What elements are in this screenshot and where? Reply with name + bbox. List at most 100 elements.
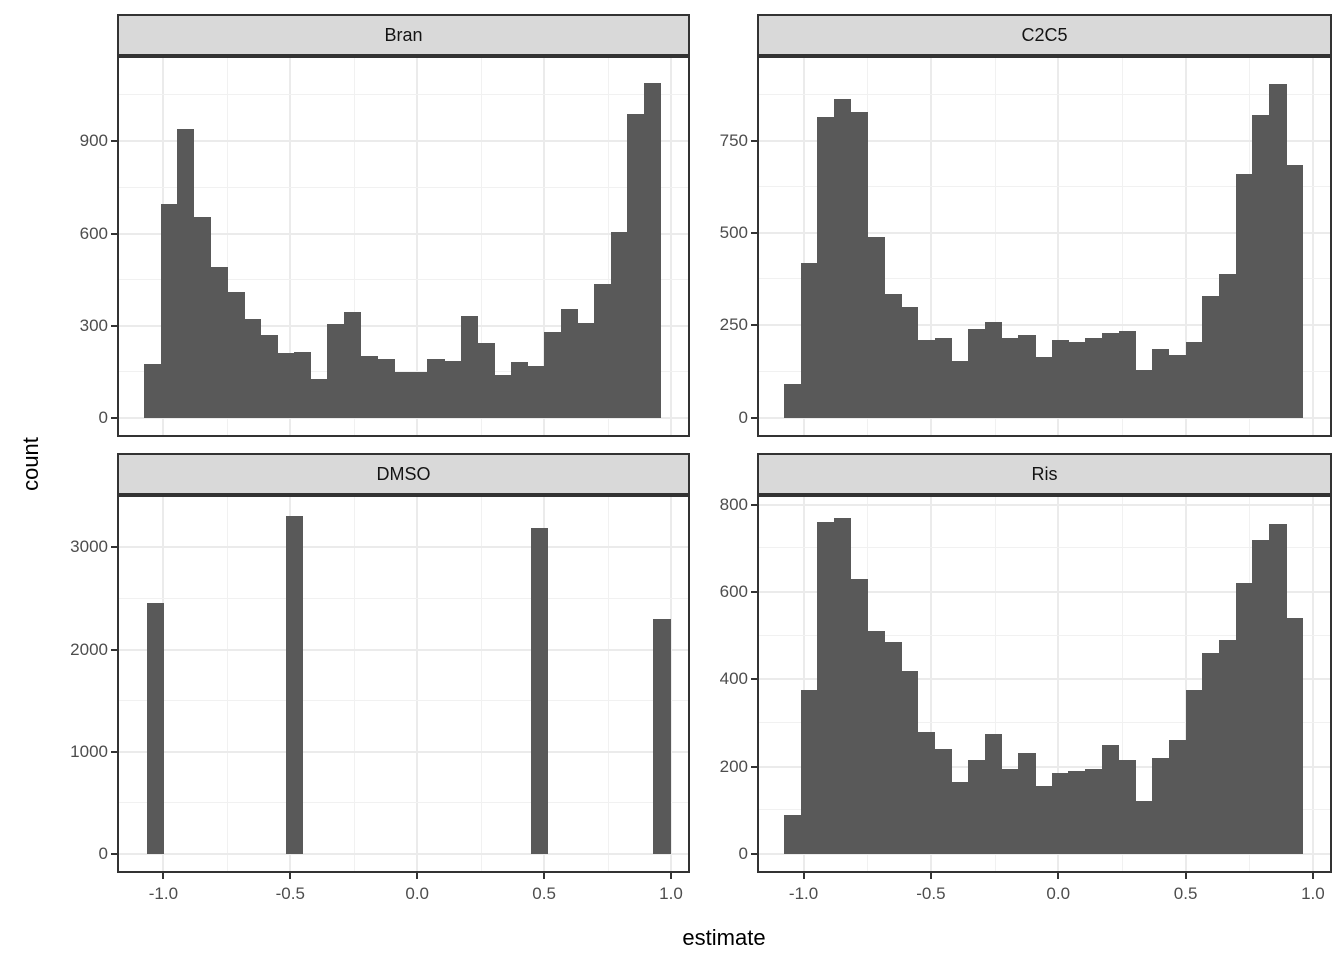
y-axis-tick-mark (751, 678, 757, 681)
histogram-bar (867, 236, 885, 418)
x-tick-label: -1.0 (788, 884, 819, 903)
gridline-y-minor (119, 370, 688, 372)
histogram-bar (460, 316, 478, 418)
gridline-y-major (759, 852, 1330, 855)
y-axis-tick-mark (751, 591, 757, 594)
histogram-bar (1202, 653, 1220, 854)
histogram-bar (934, 338, 952, 418)
gridline-y-major (119, 546, 688, 549)
histogram-bar (1101, 744, 1120, 854)
facet-strip-label: Ris (1031, 463, 1058, 484)
x-axis-tick-mark (289, 873, 292, 879)
y-axis-tick-mark (111, 416, 117, 419)
y-axis-tick-mark (751, 232, 757, 235)
histogram-bar (1068, 770, 1086, 854)
histogram-bar (527, 365, 545, 418)
histogram-bar (1235, 174, 1254, 418)
histogram-bar (1235, 583, 1254, 854)
x-axis-tick-mark (802, 873, 805, 879)
gridline-x-major (669, 58, 672, 435)
y-axis-tick-mark (111, 324, 117, 327)
histogram-bar (834, 98, 852, 418)
y-axis-tick-mark (111, 232, 117, 235)
histogram-bar (1135, 369, 1153, 418)
gridline-y-minor (119, 278, 688, 280)
facet-strip-ris: Ris (757, 453, 1332, 495)
histogram-bar (360, 356, 378, 418)
histogram-bar (1001, 768, 1019, 854)
y-tick-label: 400 (719, 669, 748, 689)
histogram-bar (917, 731, 936, 854)
histogram-bar (1001, 338, 1019, 418)
histogram-bar (1018, 753, 1036, 854)
gridline-x-major (1184, 497, 1187, 871)
x-axis-tick-mark (929, 873, 932, 879)
histogram-bar (327, 324, 345, 418)
histogram-bar (146, 602, 164, 854)
histogram-bar (577, 322, 595, 418)
facet-strip-label: DMSO (376, 463, 431, 484)
histogram-bar (343, 311, 362, 418)
histogram-bar (427, 359, 445, 418)
histogram-bar (444, 360, 462, 418)
x-tick-label: 0.5 (1173, 884, 1198, 903)
x-tick-label: -0.5 (916, 884, 946, 903)
histogram-bar (867, 631, 885, 854)
gridline-x-minor (226, 497, 228, 871)
gridline-x-major (929, 58, 932, 435)
histogram-bar (1285, 165, 1304, 418)
x-tick-label: -1.0 (148, 884, 179, 903)
facet-panel-c2c5 (757, 56, 1332, 437)
histogram-bar (1219, 640, 1237, 854)
histogram-bar (177, 129, 195, 418)
gridline-x-major (416, 58, 419, 435)
histogram-bar (1051, 340, 1069, 418)
gridline-y-major (119, 140, 688, 143)
histogram-bar (1219, 273, 1237, 418)
gridline-x-major (1184, 58, 1187, 435)
gridline-y-minor (119, 94, 688, 96)
histogram-bar (1285, 618, 1304, 854)
y-tick-label: 800 (719, 494, 748, 514)
gridline-y-minor (759, 634, 1330, 636)
histogram-bar (1168, 354, 1187, 418)
y-axis-tick-mark (111, 750, 117, 753)
gridline-x-major (929, 497, 932, 871)
x-axis-tick-mark (1311, 873, 1314, 879)
gridline-x-minor (353, 497, 355, 871)
histogram-bar (901, 307, 919, 418)
gridline-x-major (802, 497, 805, 871)
y-axis-tick-mark (751, 139, 757, 142)
gridline-y-major (759, 140, 1330, 142)
gridline-x-minor (994, 497, 996, 871)
gridline-x-minor (480, 497, 482, 871)
y-tick-label: 2000 (70, 639, 108, 659)
histogram-bar (1101, 332, 1120, 418)
histogram-bar (377, 359, 395, 418)
y-axis-title: count (18, 437, 43, 491)
y-axis-tick-mark (751, 765, 757, 768)
histogram-bar (1034, 356, 1053, 418)
gridline-x-major (289, 58, 292, 435)
gridline-y-major (759, 324, 1330, 327)
y-tick-label: 900 (79, 131, 108, 151)
x-tick-label: 0.0 (405, 884, 430, 903)
x-axis-tick-mark (669, 873, 672, 879)
y-tick-label: 1000 (70, 741, 108, 761)
gridline-y-major (119, 648, 688, 651)
histogram-bar (1168, 740, 1187, 854)
gridline-x-minor (1121, 497, 1123, 871)
gridline-x-minor (994, 58, 996, 435)
y-axis-tick-mark (111, 648, 117, 651)
gridline-x-minor (226, 58, 228, 435)
gridline-x-major (416, 497, 419, 871)
gridline-y-major (119, 232, 688, 235)
gridline-x-major (802, 58, 805, 435)
histogram-bar (901, 670, 919, 854)
histogram-bar (494, 374, 512, 418)
histogram-bar (530, 528, 549, 854)
gridline-y-major (119, 750, 688, 753)
histogram-bar (1185, 690, 1203, 854)
y-tick-label: 600 (719, 582, 748, 602)
